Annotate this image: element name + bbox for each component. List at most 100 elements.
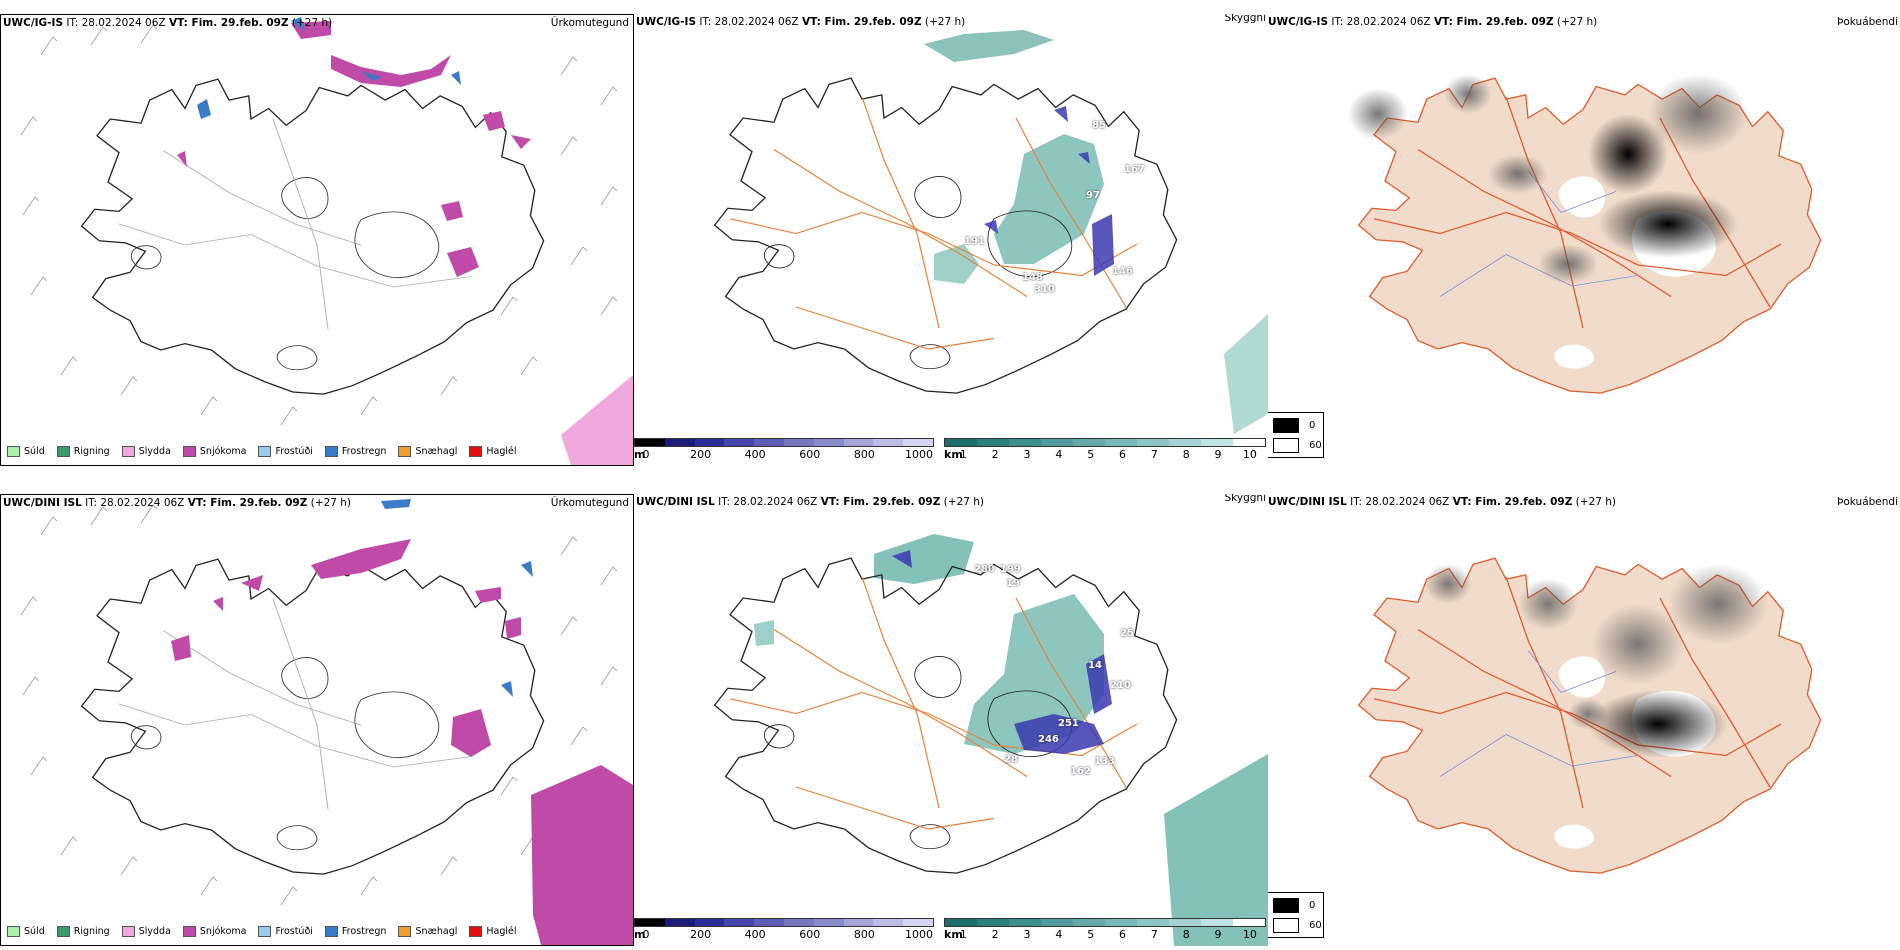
lead-time: (+27 h) [1556,16,1598,28]
ceiling-value-label: 210 [1110,680,1131,691]
ceiling-value-label: 85 [1092,120,1106,131]
colorbar-tick: 5 [1087,448,1095,461]
fog-map [1348,74,1822,394]
ceiling-value-label: 280 [974,564,995,575]
model-name: UWC/IG-IS [1268,16,1329,28]
legend-label: Snjókoma [199,926,247,937]
colorbar-unit: m [634,928,646,941]
colorbar-segment [1073,439,1105,446]
colorbar-segment [945,919,977,926]
legend-label: Frostúði [275,446,313,457]
colorbar-tick: 9 [1214,448,1222,461]
fog-legend: 0 60 [1268,412,1324,458]
colorbar-segment [903,439,933,446]
colorbar-tick: 1000 [905,448,933,461]
precip-legend-item: Súld [7,446,45,457]
visibility-colorbar: km 1 2 3 4 5 6 7 8 9 10 [944,438,1266,462]
ceiling-value-label: 14 [1088,660,1102,671]
freezing-rain-areas [381,499,533,697]
init-time: IT: 28.02.2024 06Z [1350,496,1450,508]
colorbar-tick: 7 [1150,928,1158,941]
colorbar-segment [1009,439,1041,446]
legend-swatch [121,926,135,937]
colorbar-tick: 400 [744,928,766,941]
colorbar-tick: 7 [1150,448,1158,461]
colorbar-segment [873,919,904,926]
visibility-map [713,534,1268,946]
ceiling-value-label: 148 [1022,272,1043,283]
colorbar-segment [1137,439,1169,446]
colorbar-segment [1201,919,1233,926]
ceiling-colorbar: m 0 200 400 600 800 1000 [634,918,934,942]
legend-swatch [56,446,70,457]
colorbar-tick: 2 [991,928,999,941]
colorbar-segment [977,919,1009,926]
colorbar-segment [783,439,814,446]
legend-swatch [398,446,412,457]
colorbar-tick: 5 [1087,928,1095,941]
colorbar-unit: km [944,448,963,461]
colorbar-segment [813,439,844,446]
fog-legend-row: 0 [1273,418,1315,433]
colorbar-tick: 2 [991,448,999,461]
colorbar-segment [813,919,844,926]
fog-indicator-field [1424,564,1768,758]
fog-legend: 0 60 [1268,892,1324,938]
colorbar-segment [843,439,874,446]
legend-label: Súld [24,926,45,937]
ceiling-value-label: 162 [1070,766,1091,777]
colorbar-segment [1169,919,1201,926]
precip-map [20,499,633,945]
precip-legend-item: Snæhagl [398,446,457,457]
fog-legend-row: 60 [1273,438,1322,453]
model-name: UWC/DINI ISL [636,496,715,508]
colorbar-tick: 6 [1119,448,1127,461]
legend-swatch [398,926,412,937]
legend-swatch [469,446,483,457]
snow-areas [177,21,633,465]
panel-title: Úrkomutegund [550,497,629,509]
colorbar-tick: 800 [853,928,875,941]
colorbar-tick: 8 [1182,928,1190,941]
ceiling-value-label: 28 [1004,754,1018,765]
legend-swatch [324,926,338,937]
fog-swatch [1273,418,1299,433]
legend-label: Rigning [73,926,110,937]
precip-map [20,17,633,465]
fog-panel-top: UWC/IG-IS IT: 28.02.2024 06Z VT: Fim. 29… [1268,14,1900,466]
precip-legend-item: Snæhagl [398,926,457,937]
legend-label: Snæhagl [415,446,458,457]
colorbar-segment [1201,439,1233,446]
colorbar-tick: 1 [959,928,967,941]
colorbar-tick: 10 [1242,928,1257,941]
panel-title: Úrkomutegund [550,17,629,29]
colorbar-segment [1233,919,1265,926]
valid-time: VT: Fim. 29.feb. 09Z [1452,496,1573,508]
precip-legend-item: Frostregn [324,926,386,937]
colorbar-tick: 600 [799,448,821,461]
panel-header: UWC/DINI ISL IT: 28.02.2024 06Z VT: Fim.… [1268,496,1616,508]
colorbar-segment [1169,439,1201,446]
colorbar-segment [635,439,665,446]
init-time: IT: 28.02.2024 06Z [66,17,166,29]
precip-legend-item: Snjókoma [182,926,247,937]
panel-title: Skyggni [1224,494,1267,504]
colorbar-tick: 4 [1055,928,1063,941]
legend-swatch [469,926,483,937]
low-visibility-areas [754,534,1268,946]
fog-indicator-field [1348,74,1748,284]
fog-swatch [1273,918,1299,933]
ceiling-value-label: 167 [1124,164,1145,175]
colorbar-strip [634,438,934,447]
lead-time: (+27 h) [943,496,985,508]
colorbar-segment [1073,919,1105,926]
colorbar-segment [843,919,874,926]
precip-legend-item: Rigning [56,926,110,937]
colorbar-segment [1105,919,1137,926]
ceiling-colorbar: m 0 200 400 600 800 1000 [634,438,934,462]
colorbar-tick: 0 [642,448,650,461]
ceiling-value-label: 191 [964,236,985,247]
freezing-rain-areas [197,17,461,119]
colorbar-tick: 3 [1023,928,1031,941]
fog-map [1357,557,1822,874]
